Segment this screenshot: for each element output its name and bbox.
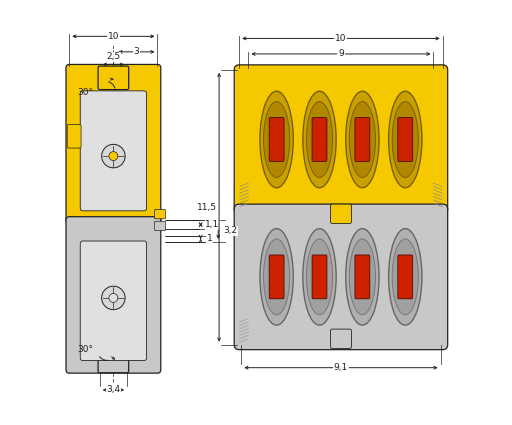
Ellipse shape: [346, 91, 379, 188]
Text: 3,4: 3,4: [106, 385, 120, 394]
Text: 10: 10: [108, 32, 119, 41]
FancyBboxPatch shape: [312, 255, 327, 299]
Ellipse shape: [260, 91, 293, 188]
Text: 30°: 30°: [78, 88, 94, 97]
Text: 3,2: 3,2: [223, 227, 237, 235]
Text: 30°: 30°: [78, 345, 94, 354]
FancyBboxPatch shape: [234, 204, 447, 350]
Ellipse shape: [306, 239, 333, 315]
Ellipse shape: [389, 229, 422, 325]
FancyBboxPatch shape: [269, 118, 284, 162]
Circle shape: [109, 152, 118, 161]
Ellipse shape: [264, 239, 290, 315]
Ellipse shape: [303, 229, 336, 325]
Text: 1: 1: [207, 235, 213, 244]
Text: 9: 9: [338, 49, 344, 59]
FancyBboxPatch shape: [67, 125, 81, 148]
FancyBboxPatch shape: [312, 118, 327, 162]
FancyBboxPatch shape: [269, 255, 284, 299]
FancyBboxPatch shape: [330, 204, 351, 224]
FancyBboxPatch shape: [66, 217, 161, 373]
Text: 11,5: 11,5: [197, 203, 218, 212]
FancyBboxPatch shape: [234, 65, 447, 214]
Text: 1,1: 1,1: [205, 220, 220, 229]
Ellipse shape: [349, 102, 375, 177]
FancyBboxPatch shape: [398, 118, 413, 162]
FancyBboxPatch shape: [98, 66, 129, 90]
Ellipse shape: [349, 239, 375, 315]
Ellipse shape: [260, 229, 293, 325]
FancyBboxPatch shape: [80, 241, 146, 360]
FancyBboxPatch shape: [66, 65, 161, 224]
Circle shape: [102, 144, 125, 168]
Ellipse shape: [264, 102, 290, 177]
Text: 10: 10: [335, 34, 347, 43]
FancyBboxPatch shape: [98, 349, 129, 373]
FancyBboxPatch shape: [80, 91, 146, 211]
FancyBboxPatch shape: [355, 255, 370, 299]
Text: 2,5: 2,5: [106, 52, 120, 61]
Circle shape: [109, 293, 118, 302]
FancyBboxPatch shape: [355, 118, 370, 162]
Text: 9,1: 9,1: [334, 363, 348, 372]
FancyBboxPatch shape: [155, 221, 165, 230]
Ellipse shape: [306, 102, 333, 177]
Ellipse shape: [346, 229, 379, 325]
FancyBboxPatch shape: [330, 329, 351, 348]
Ellipse shape: [392, 239, 418, 315]
Ellipse shape: [389, 91, 422, 188]
Ellipse shape: [303, 91, 336, 188]
FancyBboxPatch shape: [398, 255, 413, 299]
Circle shape: [102, 286, 125, 310]
Ellipse shape: [392, 102, 418, 177]
Text: 3: 3: [134, 47, 139, 57]
FancyBboxPatch shape: [155, 210, 165, 219]
